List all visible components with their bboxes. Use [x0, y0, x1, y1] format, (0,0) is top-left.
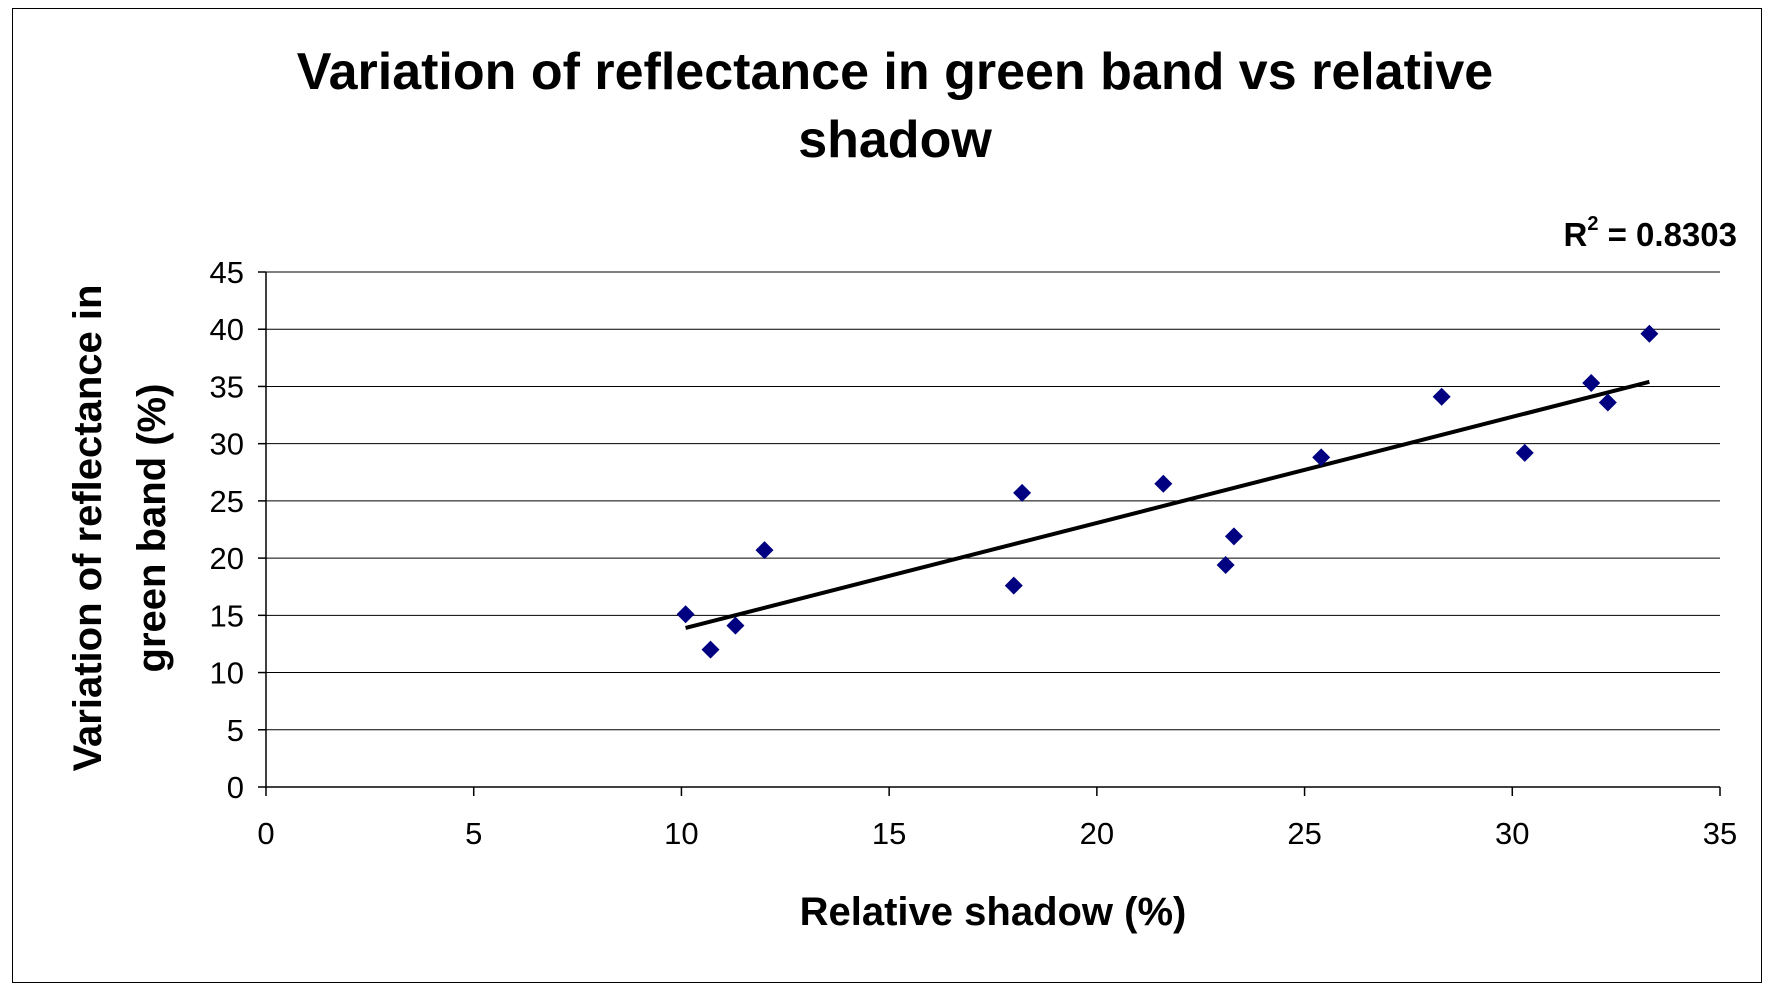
chart-title-line-2: shadow — [798, 111, 992, 169]
x-tick-label-5: 25 — [1287, 816, 1321, 851]
y-tick-label-0: 0 — [227, 770, 244, 805]
data-point-14 — [1640, 324, 1659, 343]
data-point-2 — [726, 616, 745, 635]
data-point-1 — [701, 640, 720, 659]
x-tick-label-6: 30 — [1495, 816, 1529, 851]
x-tick-label-4: 20 — [1080, 816, 1114, 851]
x-tick-label-3: 15 — [872, 816, 906, 851]
y-tick-label-6: 30 — [210, 427, 244, 462]
chart-title: Variation of reflectance in green band v… — [0, 38, 1765, 174]
y-tick-label-8: 40 — [210, 312, 244, 347]
x-axis-label: Relative shadow (%) — [799, 890, 1187, 934]
y-tick-label-5: 25 — [210, 484, 244, 519]
data-point-11 — [1515, 443, 1534, 462]
r-squared-symbol: R — [1563, 216, 1588, 253]
x-tick-label-0: 0 — [257, 816, 274, 851]
data-point-7 — [1216, 555, 1235, 574]
r-squared-exponent: 2 — [1587, 213, 1599, 235]
y-tick-label-1: 5 — [227, 713, 244, 748]
data-point-13 — [1598, 393, 1617, 412]
data-point-8 — [1224, 527, 1243, 546]
chart-frame — [12, 8, 1762, 983]
chart-title-line-1: Variation of reflectance in green band v… — [296, 43, 1494, 101]
x-tick-label-1: 5 — [465, 816, 482, 851]
y-tick-label-9: 45 — [210, 255, 244, 290]
data-point-3 — [755, 541, 774, 560]
r-squared-label: R2 = 0.8303 — [1563, 213, 1737, 254]
x-tick-label-7: 35 — [1703, 816, 1737, 851]
y-tick-label-4: 20 — [210, 541, 244, 576]
trendline — [685, 379, 1650, 630]
y-tick-label-7: 35 — [210, 369, 244, 404]
data-point-4 — [1004, 576, 1023, 595]
data-point-10 — [1432, 387, 1451, 406]
r-squared-value: = 0.8303 — [1598, 216, 1737, 253]
x-tick-label-2: 10 — [664, 816, 698, 851]
y-tick-label-2: 10 — [210, 656, 244, 691]
data-point-0 — [676, 605, 695, 624]
data-point-12 — [1582, 374, 1601, 393]
data-point-9 — [1312, 448, 1331, 467]
data-point-5 — [1013, 483, 1032, 502]
y-tick-label-3: 15 — [210, 598, 244, 633]
data-point-6 — [1154, 474, 1173, 493]
